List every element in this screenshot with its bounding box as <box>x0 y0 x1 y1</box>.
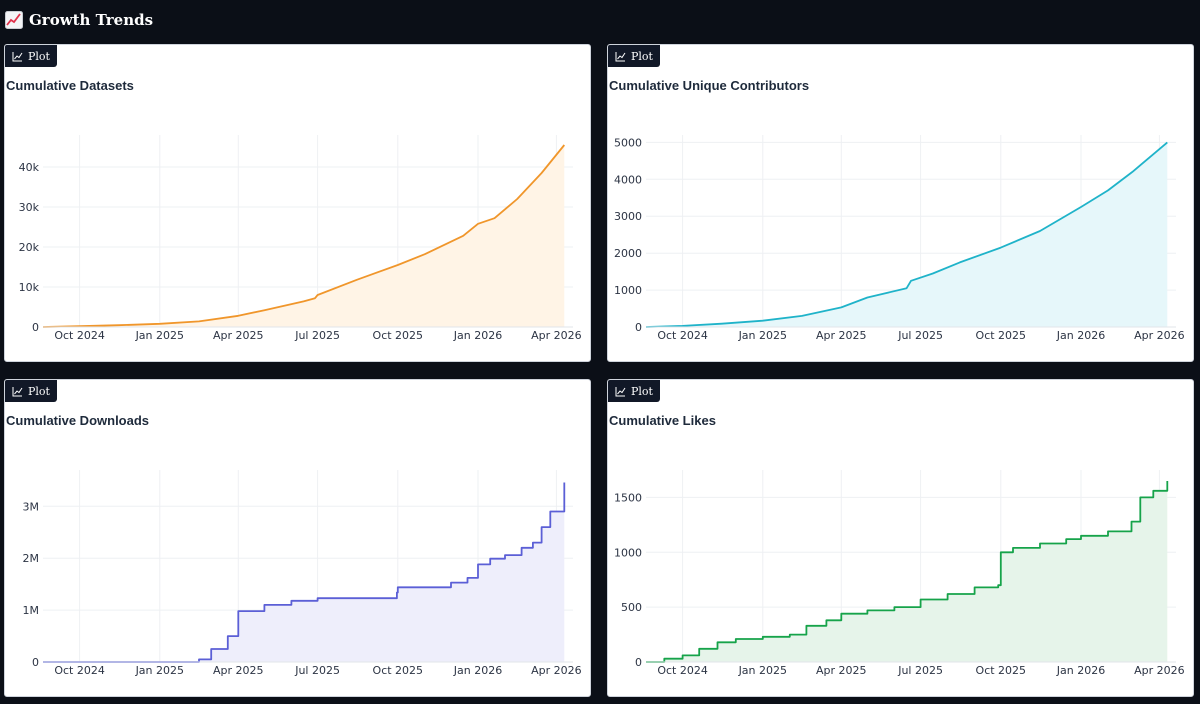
x-tick-label: Oct 2024 <box>657 329 708 342</box>
x-tick-label: Jan 2025 <box>135 329 184 342</box>
x-tick-label: Jan 2025 <box>135 664 184 677</box>
series-line <box>43 482 566 663</box>
chart-plot: Oct 2024 Jan 2025 Apr 2025 Jul 2025 Oct 2025… <box>23 470 582 677</box>
series-line <box>645 141 1168 328</box>
y-tick-label: 3M <box>23 500 40 513</box>
x-tick-label: Jul 2025 <box>294 664 340 677</box>
x-tick-label: Oct 2024 <box>657 664 708 677</box>
plot-tab[interactable]: Plot <box>5 380 57 402</box>
y-tick-label: 10k <box>19 281 40 294</box>
y-tick-label: 0 <box>635 321 642 334</box>
chart-icon <box>615 386 626 397</box>
y-tick-label: 1000 <box>614 546 642 559</box>
series-area <box>43 482 565 662</box>
x-tick-label: Jan 2025 <box>738 329 787 342</box>
y-tick-label: 2M <box>23 552 40 565</box>
x-tick-label: Oct 2024 <box>54 664 105 677</box>
y-tick-label: 0 <box>635 656 642 669</box>
x-tick-label: Oct 2024 <box>54 329 105 342</box>
y-tick-label: 1M <box>23 604 40 617</box>
x-tick-label: Oct 2025 <box>373 664 424 677</box>
chart-title: Cumulative Likes <box>609 413 716 428</box>
x-tick-label: Apr 2025 <box>213 664 264 677</box>
y-tick-label: 2000 <box>614 247 642 260</box>
y-tick-label: 5000 <box>614 136 642 149</box>
y-tick-label: 3000 <box>614 210 642 223</box>
series-area <box>646 481 1168 662</box>
y-tick-label: 0 <box>32 656 39 669</box>
y-tick-label: 1500 <box>614 491 642 504</box>
chart-title: Cumulative Datasets <box>6 78 134 93</box>
y-tick-label: 20k <box>19 241 40 254</box>
x-tick-label: Apr 2025 <box>816 329 867 342</box>
chart-title: Cumulative Unique Contributors <box>609 78 810 93</box>
x-tick-label: Jul 2025 <box>294 329 340 342</box>
series-line <box>42 144 565 328</box>
chart-card-downloads: Plot Cumulative Downloads Oct 2024 Jan 20… <box>4 379 591 697</box>
series-area <box>646 142 1168 327</box>
x-tick-label: Jan 2026 <box>1056 664 1105 677</box>
x-tick-label: Jul 2025 <box>897 329 943 342</box>
x-tick-label: Jul 2025 <box>897 664 943 677</box>
page-title: Growth Trends <box>29 11 154 29</box>
chart-card-datasets: Plot Cumulative Datasets Oct 2024 Jan 202… <box>4 44 591 362</box>
x-tick-label: Apr 2025 <box>816 664 867 677</box>
chart-icon <box>615 51 626 62</box>
y-tick-label: 1000 <box>614 284 642 297</box>
plot-tab[interactable]: Plot <box>608 45 660 67</box>
chart-card-likes: Plot Cumulative Likes Oct 2024 Jan 2025 Ap… <box>607 379 1194 697</box>
series-line <box>646 481 1169 663</box>
y-tick-label: 0 <box>32 321 39 334</box>
chart-plot: Oct 2024 Jan 2025 Apr 2025 Jul 2025 Oct 2025… <box>19 135 582 342</box>
x-tick-label: Apr 2026 <box>531 664 582 677</box>
plot-tab-label: Plot <box>631 49 653 63</box>
plot-tab-label: Plot <box>631 384 653 398</box>
x-tick-label: Apr 2026 <box>1134 329 1185 342</box>
y-tick-label: 500 <box>621 601 642 614</box>
x-tick-label: Oct 2025 <box>976 329 1027 342</box>
y-tick-label: 4000 <box>614 173 642 186</box>
chart-icon <box>12 386 23 397</box>
chart-icon <box>12 51 23 62</box>
chart-title: Cumulative Downloads <box>6 413 150 428</box>
x-tick-label: Jan 2026 <box>453 664 502 677</box>
x-tick-label: Jan 2025 <box>738 664 787 677</box>
plot-tab[interactable]: Plot <box>608 380 660 402</box>
chart-plot: Oct 2024 Jan 2025 Apr 2025 Jul 2025 Oct 2025… <box>614 135 1185 342</box>
series-area <box>43 145 565 327</box>
y-tick-label: 30k <box>19 201 40 214</box>
chart-plot: Oct 2024 Jan 2025 Apr 2025 Jul 2025 Oct 2025… <box>614 470 1185 677</box>
chart-increasing-icon <box>5 11 23 29</box>
x-tick-label: Jan 2026 <box>453 329 502 342</box>
plot-tab[interactable]: Plot <box>5 45 57 67</box>
x-tick-label: Oct 2025 <box>373 329 424 342</box>
page-header: Growth Trends <box>5 9 153 31</box>
x-tick-label: Apr 2026 <box>1134 664 1185 677</box>
y-tick-label: 40k <box>19 161 40 174</box>
plot-tab-label: Plot <box>28 49 50 63</box>
x-tick-label: Apr 2026 <box>531 329 582 342</box>
plot-tab-label: Plot <box>28 384 50 398</box>
x-tick-label: Jan 2026 <box>1056 329 1105 342</box>
x-tick-label: Oct 2025 <box>976 664 1027 677</box>
chart-card-contributors: Plot Cumulative Unique Contributors Oct … <box>607 44 1194 362</box>
x-tick-label: Apr 2025 <box>213 329 264 342</box>
